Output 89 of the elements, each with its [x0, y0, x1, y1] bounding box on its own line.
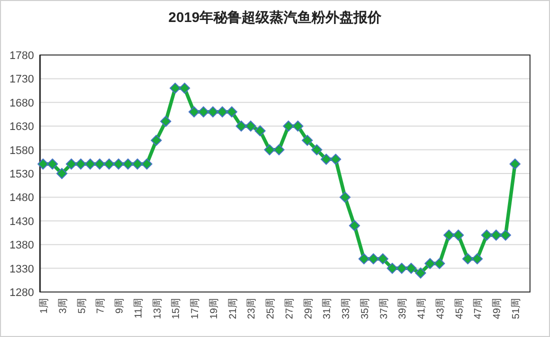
y-tick-label: 1730	[10, 74, 34, 86]
point	[490, 230, 502, 241]
y-tick-label: 1430	[10, 216, 34, 228]
y-tick-label: 1780	[10, 50, 34, 62]
point	[46, 158, 58, 170]
point	[245, 120, 256, 132]
point	[320, 154, 332, 165]
point	[282, 120, 294, 132]
point	[104, 158, 115, 170]
y-tick-label: 1680	[10, 97, 34, 110]
point	[75, 158, 86, 170]
point	[368, 253, 379, 264]
x-tick-label: 33周	[341, 298, 352, 320]
x-tick-label: 37周	[378, 298, 390, 320]
point	[38, 158, 48, 170]
point	[415, 268, 426, 279]
x-tick-label: 47周	[473, 298, 484, 320]
x-tick-label: 51周	[511, 298, 522, 320]
point	[510, 158, 520, 170]
point	[396, 262, 408, 274]
point	[236, 120, 247, 132]
point	[188, 106, 200, 118]
x-tick-label: 45周	[454, 298, 466, 320]
x-tick-label: 25周	[266, 298, 277, 320]
point	[113, 158, 124, 170]
y-tick-label: 1530	[10, 168, 34, 180]
point	[500, 230, 512, 241]
x-tick-label: 23周	[246, 298, 258, 320]
chart-title: 2019年秘鲁超级蒸汽鱼粉外盘报价	[168, 9, 383, 25]
point	[264, 144, 276, 156]
x-tick-label: 5周	[76, 298, 88, 314]
x-tick-label: 15周	[171, 298, 182, 320]
y-tick-label: 1580	[10, 144, 34, 157]
x-tick-label: 31周	[322, 298, 334, 320]
point	[56, 168, 68, 179]
x-tick-label: 1周	[39, 298, 50, 314]
point	[216, 106, 228, 118]
point	[481, 230, 492, 241]
point	[226, 106, 238, 118]
point	[452, 230, 464, 241]
point	[66, 158, 77, 170]
point	[406, 262, 417, 274]
y-tick-label: 1480	[10, 192, 34, 204]
point	[386, 262, 398, 274]
x-tick-label: 7周	[96, 298, 107, 314]
point	[377, 253, 388, 264]
point	[170, 82, 181, 94]
x-tick-label: 35周	[360, 298, 371, 320]
x-tick-label: 11周	[133, 298, 144, 318]
x-tick-label: 13周	[152, 298, 164, 320]
x-tick-label: 49周	[492, 298, 504, 320]
y-tick-label: 1280	[10, 287, 34, 299]
x-tick-label: 21周	[228, 298, 239, 320]
x-tick-label: 19周	[208, 298, 220, 320]
x-tick-label: 3周	[58, 298, 69, 314]
x-tick-label: 43周	[435, 298, 446, 320]
point	[207, 106, 218, 118]
x-tick-label: 27周	[284, 298, 296, 320]
point	[198, 106, 209, 118]
point	[434, 258, 445, 270]
point	[179, 82, 190, 94]
point	[150, 134, 162, 146]
point	[349, 220, 360, 232]
y-tick-label: 1630	[10, 121, 34, 134]
x-tick-label: 17周	[190, 298, 202, 320]
point	[358, 253, 370, 264]
point	[292, 120, 304, 132]
point	[141, 158, 152, 170]
point	[330, 154, 342, 165]
x-tick-label: 39周	[398, 298, 409, 320]
point	[443, 230, 454, 241]
point	[472, 253, 483, 264]
x-tick-label: 29周	[303, 298, 314, 320]
point	[122, 158, 134, 170]
y-tick-label: 1380	[10, 240, 34, 252]
point	[84, 158, 96, 170]
point	[94, 158, 106, 170]
point	[302, 134, 313, 146]
point	[311, 144, 322, 156]
point	[340, 192, 351, 203]
point	[254, 125, 266, 136]
x-tick-label: 41周	[416, 298, 428, 320]
point	[132, 158, 143, 170]
y-tick-label: 1330	[10, 263, 34, 276]
point	[160, 116, 172, 127]
point	[274, 144, 284, 156]
point	[462, 253, 474, 264]
point	[424, 258, 436, 270]
x-tick-label: 9周	[114, 298, 126, 314]
